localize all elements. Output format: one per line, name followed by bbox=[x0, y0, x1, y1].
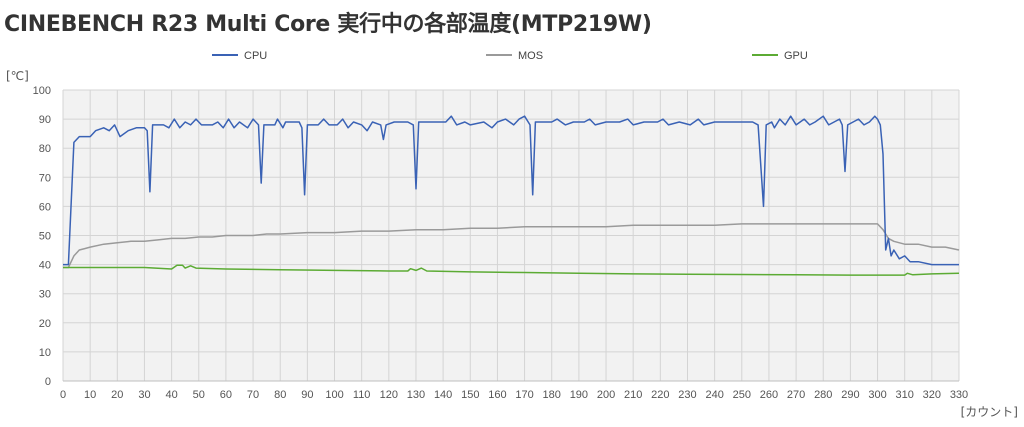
x-tick-label: 100 bbox=[325, 389, 343, 401]
x-tick-label: 20 bbox=[111, 389, 123, 401]
x-tick-label: 140 bbox=[434, 389, 452, 401]
chart-title: CINEBENCH R23 Multi Core 実行中の各部温度(MTP219… bbox=[4, 12, 652, 37]
y-axis-unit: [℃] bbox=[6, 69, 29, 83]
x-tick-label: 50 bbox=[193, 389, 205, 401]
series-line-cpu bbox=[63, 115, 959, 266]
x-tick-label: 60 bbox=[220, 389, 232, 401]
x-tick-label: 0 bbox=[60, 389, 66, 401]
grid bbox=[62, 89, 960, 382]
y-tick-label: 70 bbox=[39, 172, 51, 184]
legend: CPU MOS GPU bbox=[212, 50, 808, 62]
x-tick-label: 310 bbox=[896, 389, 914, 401]
y-tick-label: 100 bbox=[33, 85, 51, 97]
x-tick-label: 130 bbox=[407, 389, 425, 401]
x-tick-label: 300 bbox=[868, 389, 886, 401]
legend-label: MOS bbox=[518, 50, 543, 62]
x-tick-label: 260 bbox=[760, 389, 778, 401]
x-tick-label: 180 bbox=[543, 389, 561, 401]
x-tick-label: 30 bbox=[138, 389, 150, 401]
y-tick-label: 30 bbox=[39, 289, 51, 301]
y-axis-ticks: 0 10 20 30 40 50 60 70 80 90 100 bbox=[33, 85, 51, 388]
x-tick-label: 70 bbox=[247, 389, 259, 401]
x-tick-label: 40 bbox=[165, 389, 177, 401]
x-tick-label: 320 bbox=[923, 389, 941, 401]
series-lines bbox=[63, 115, 960, 276]
series-line-gpu bbox=[63, 264, 960, 276]
y-tick-label: 90 bbox=[39, 114, 51, 126]
x-tick-label: 110 bbox=[353, 389, 371, 401]
legend-item-gpu: GPU bbox=[752, 50, 808, 62]
y-tick-label: 60 bbox=[39, 201, 51, 213]
legend-item-mos: MOS bbox=[486, 50, 543, 62]
x-tick-label: 170 bbox=[515, 389, 533, 401]
legend-item-cpu: CPU bbox=[212, 50, 267, 62]
series-line-mos bbox=[63, 223, 960, 269]
legend-label: CPU bbox=[244, 50, 267, 62]
y-tick-label: 0 bbox=[45, 376, 51, 388]
x-tick-label: 290 bbox=[841, 389, 859, 401]
y-tick-label: 50 bbox=[39, 231, 51, 243]
y-tick-label: 40 bbox=[39, 260, 51, 272]
x-tick-label: 200 bbox=[597, 389, 615, 401]
legend-label: GPU bbox=[784, 50, 808, 62]
x-tick-label: 250 bbox=[733, 389, 751, 401]
x-tick-label: 80 bbox=[274, 389, 286, 401]
y-tick-label: 80 bbox=[39, 143, 51, 155]
x-tick-label: 220 bbox=[651, 389, 669, 401]
x-tick-label: 10 bbox=[84, 389, 96, 401]
x-tick-label: 280 bbox=[814, 389, 832, 401]
x-axis-unit: [カウント] bbox=[961, 405, 1018, 419]
x-tick-label: 160 bbox=[488, 389, 506, 401]
x-tick-label: 120 bbox=[380, 389, 398, 401]
y-tick-label: 10 bbox=[39, 347, 51, 359]
x-tick-label: 210 bbox=[624, 389, 642, 401]
x-tick-label: 230 bbox=[678, 389, 696, 401]
x-axis-ticks: 0 10 20 30 40 50 60 70 80 90 100 110 120 130 140 150 160… bbox=[60, 389, 968, 401]
x-tick-label: 240 bbox=[705, 389, 723, 401]
x-tick-label: 90 bbox=[301, 389, 313, 401]
x-tick-label: 270 bbox=[787, 389, 805, 401]
x-tick-label: 150 bbox=[461, 389, 479, 401]
y-tick-label: 20 bbox=[39, 318, 51, 330]
x-tick-label: 330 bbox=[950, 389, 968, 401]
x-tick-label: 190 bbox=[570, 389, 588, 401]
